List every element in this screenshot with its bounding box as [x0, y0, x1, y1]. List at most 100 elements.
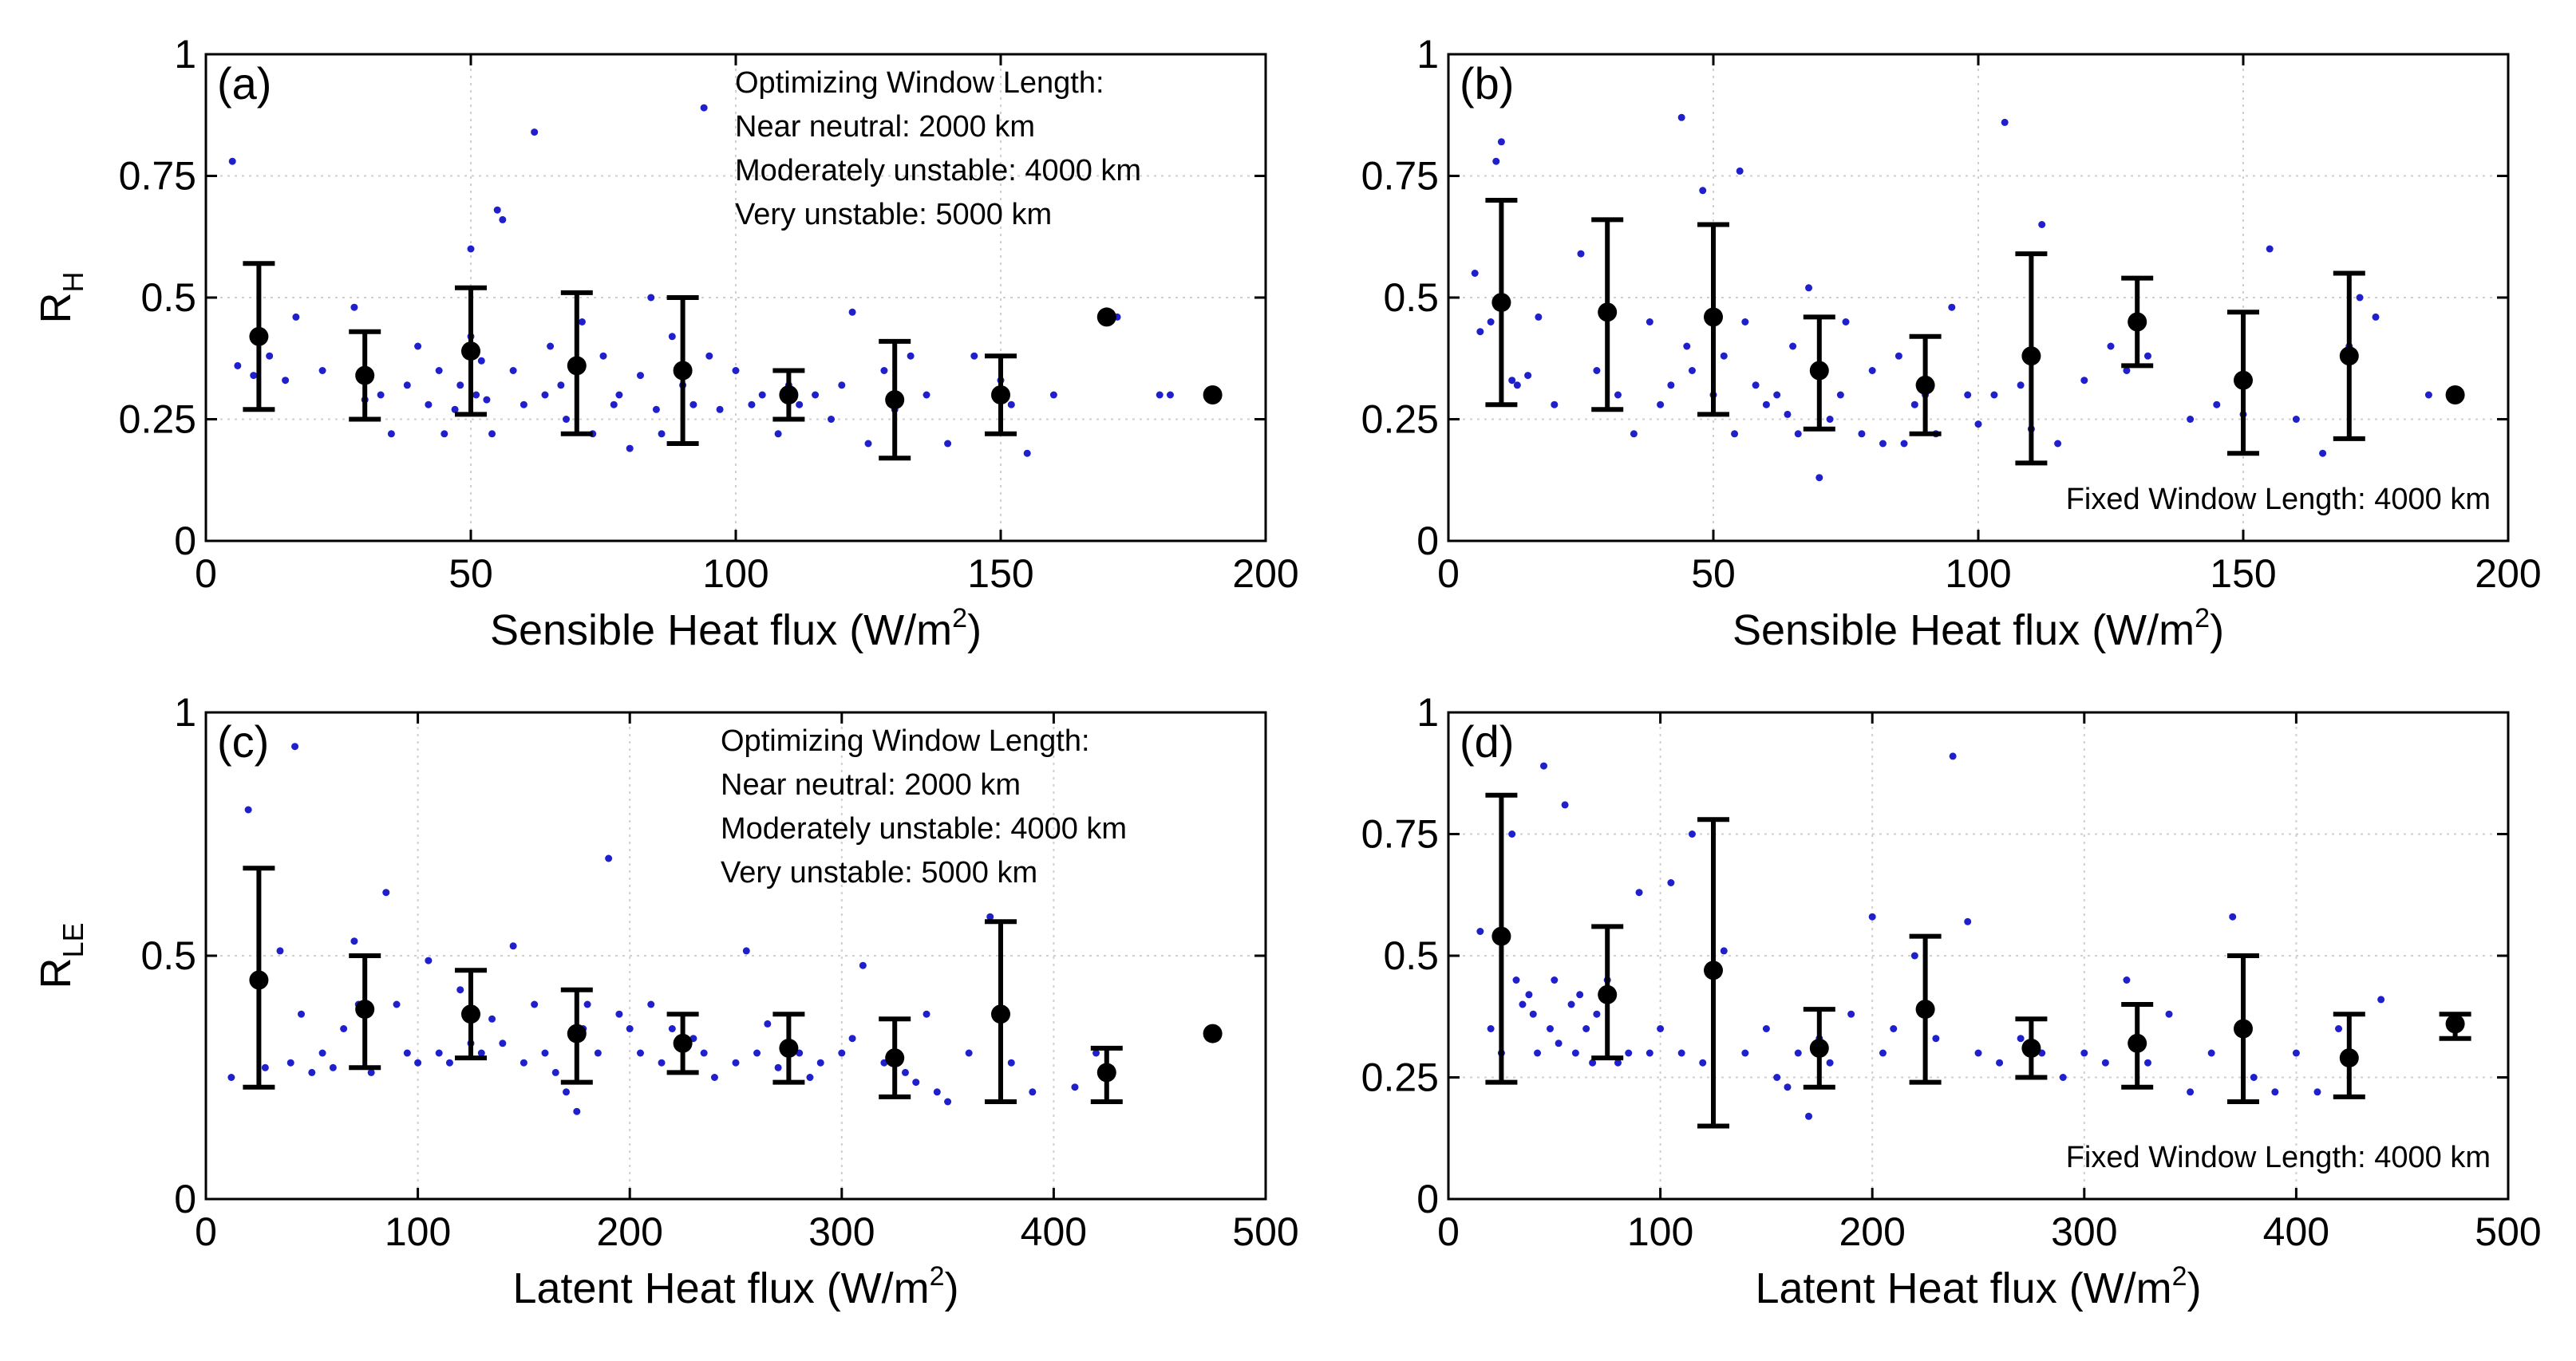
scatter-point — [286, 1059, 294, 1067]
x-tick-label: 0 — [195, 551, 217, 596]
scatter-point — [2101, 1059, 2109, 1067]
scatter-point — [2123, 976, 2131, 984]
scatter-point — [1071, 1083, 1079, 1091]
scatter-point — [626, 444, 634, 452]
mean-marker — [2021, 346, 2041, 366]
scatter-point — [1948, 303, 1956, 311]
scatter-point — [1487, 1025, 1495, 1032]
scatter-point — [1868, 913, 1876, 921]
y-tick-label: 0.25 — [1361, 397, 1439, 442]
scatter-point — [499, 1039, 507, 1047]
scatter-point — [387, 430, 395, 438]
scatter-point — [2143, 352, 2151, 360]
scatter-point — [2080, 1049, 2088, 1057]
scatter-point — [652, 405, 660, 413]
scatter-point — [658, 1059, 666, 1067]
mean-marker — [1491, 293, 1511, 313]
scatter-point — [758, 391, 766, 399]
mean-marker — [567, 356, 587, 376]
scatter-point — [2080, 377, 2088, 385]
scatter-point — [933, 1088, 941, 1096]
mean-marker — [1809, 1038, 1829, 1058]
mean-marker — [991, 1004, 1010, 1024]
y-tick-label: 0 — [174, 1177, 196, 1221]
mean-marker — [1096, 1063, 1116, 1083]
y-tick-label: 1 — [174, 690, 196, 735]
y-tick-label: 0 — [174, 519, 196, 563]
x-tick-label: 100 — [1945, 551, 2011, 596]
scatter-point — [668, 1025, 676, 1032]
scatter-point — [1561, 801, 1569, 809]
x-axis-label-superscript: 2 — [2172, 1261, 2187, 1292]
scatter-point — [732, 367, 740, 374]
x-axis-label-end: ) — [2210, 606, 2224, 654]
y-tick-label: 0.5 — [140, 933, 196, 978]
scatter-point — [1826, 416, 1834, 423]
x-tick-label: 50 — [1691, 551, 1736, 596]
x-tick-label: 200 — [1839, 1209, 1905, 1254]
scatter-point — [1524, 372, 1532, 380]
scatter-point — [944, 440, 952, 448]
panel-label: (b) — [1460, 58, 1514, 108]
scatter-point — [732, 1059, 740, 1067]
x-tick-label: 300 — [2051, 1209, 2117, 1254]
x-tick-label: 0 — [195, 1209, 217, 1254]
scatter-point — [1900, 440, 1908, 448]
scatter-point — [445, 1059, 453, 1067]
mean-marker — [1809, 361, 1829, 381]
scatter-point — [1773, 391, 1781, 399]
scatter-point — [658, 430, 666, 438]
scatter-point — [583, 1000, 591, 1008]
x-tick-label: 200 — [596, 1209, 662, 1254]
scatter-point — [282, 377, 290, 385]
scatter-point — [1635, 889, 1643, 897]
scatter-point — [266, 352, 274, 360]
scatter-point — [441, 430, 448, 438]
panel-d: 0 100 200 300 400 500 0 0.25 0.5 0.75 1 Latent Heat… — [1361, 690, 2542, 1312]
scatter-point — [2335, 1025, 2343, 1032]
scatter-point — [1858, 430, 1866, 438]
mean-marker — [2234, 370, 2253, 390]
scatter-point — [859, 961, 867, 969]
x-tick-label: 200 — [2475, 551, 2541, 596]
x-tick-label: 100 — [1627, 1209, 1693, 1254]
mean-marker — [461, 341, 480, 361]
scatter-point — [541, 391, 549, 399]
scatter-point — [705, 352, 713, 360]
scatter-point — [1567, 1000, 1575, 1008]
y-tick-label: 0.5 — [1383, 275, 1439, 320]
scatter-point — [2207, 1049, 2215, 1057]
scatter-point — [2017, 381, 2025, 389]
mean-marker — [779, 385, 799, 404]
x-tick-label: 50 — [448, 551, 493, 596]
x-axis-label: Latent Heat flux (W/m2) — [512, 1261, 958, 1312]
scatter-point — [578, 318, 586, 325]
mean-marker — [567, 1024, 587, 1043]
panel-c: 0 100 200 300 400 500 0 0.5 1 Latent Heat flux (W… — [32, 690, 1299, 1312]
x-tick-label: 0 — [1437, 1209, 1460, 1254]
scatter-point — [509, 942, 517, 950]
scatter-point — [531, 128, 539, 136]
scatter-point — [1720, 352, 1728, 360]
scatter-point — [1990, 391, 1998, 399]
scatter-point — [2059, 1074, 2067, 1081]
scatter-point — [340, 1025, 348, 1032]
scatter-point — [1525, 991, 1533, 999]
x-axis-label: Sensible Heat flux (W/m2) — [1732, 603, 2224, 654]
scatter-point — [2229, 913, 2237, 921]
scatter-point — [414, 342, 422, 350]
scatter-point — [467, 245, 475, 253]
annotation-line: Very unstable: 5000 km — [735, 198, 1052, 231]
y-axis-label: RLE — [32, 922, 89, 988]
y-tick-label: 1 — [174, 32, 196, 77]
scatter-point — [234, 361, 242, 369]
scatter-point — [1582, 1025, 1590, 1032]
scatter-point — [923, 391, 930, 399]
scatter-point — [563, 1088, 571, 1096]
scatter-point — [753, 1049, 761, 1057]
mean-marker — [1598, 302, 1618, 322]
scatter-point — [291, 743, 299, 751]
scatter-point — [1894, 352, 1902, 360]
annotation-line: Moderately unstable: 4000 km — [721, 812, 1127, 846]
scatter-point — [2319, 449, 2327, 457]
